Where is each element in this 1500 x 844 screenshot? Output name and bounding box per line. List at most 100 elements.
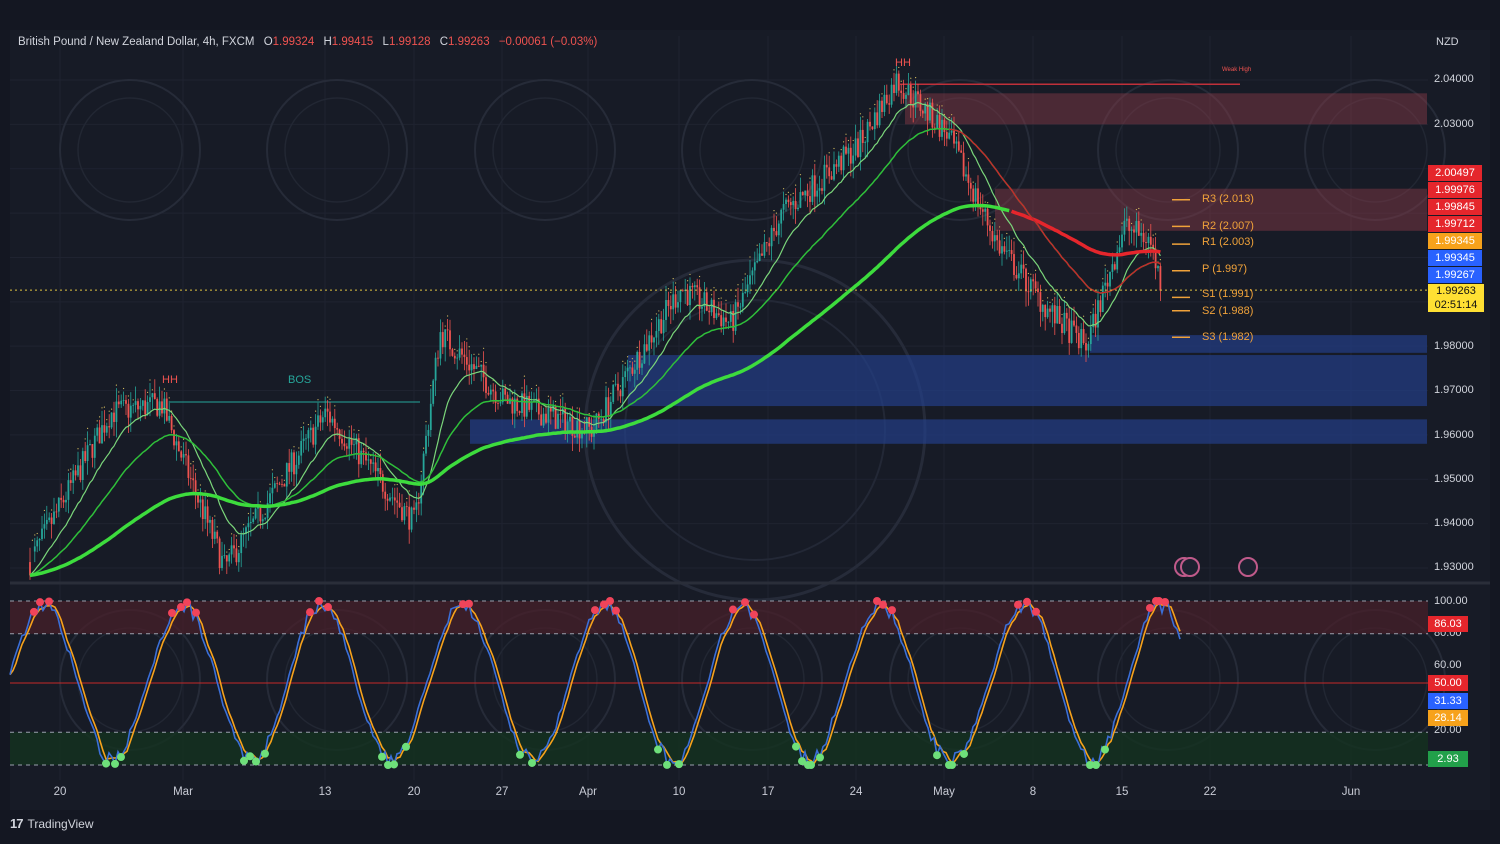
candle-body bbox=[427, 430, 430, 436]
candle-body bbox=[326, 408, 329, 412]
candle-body bbox=[1015, 274, 1018, 279]
candle-marker bbox=[1042, 300, 1044, 302]
candle-body bbox=[350, 438, 353, 445]
candle-marker bbox=[1047, 297, 1049, 299]
osc-peak-dot bbox=[177, 603, 185, 612]
symbol-legend[interactable]: British Pound / New Zealand Dollar, 4h, … bbox=[18, 36, 597, 48]
candle-body bbox=[653, 337, 655, 343]
candle-body bbox=[943, 119, 946, 133]
candle-marker bbox=[252, 512, 254, 514]
candle-body bbox=[561, 408, 564, 415]
candle-body bbox=[417, 502, 420, 504]
osc-peak-dot bbox=[1161, 597, 1169, 606]
candle-body bbox=[705, 292, 708, 311]
candle-marker bbox=[1083, 315, 1085, 317]
candle-body bbox=[559, 413, 562, 415]
candle-marker bbox=[658, 310, 660, 312]
candle-body bbox=[485, 377, 487, 393]
candle-marker bbox=[852, 139, 854, 142]
candle-marker bbox=[96, 420, 98, 422]
price-tag: 1.99345 bbox=[1428, 233, 1482, 249]
candle-body bbox=[1010, 250, 1013, 255]
weak-high-label: Weak High bbox=[1222, 67, 1252, 73]
candle-marker bbox=[106, 419, 108, 421]
candle-body bbox=[175, 441, 178, 446]
candle-body bbox=[595, 413, 598, 430]
candle-body bbox=[909, 84, 912, 104]
candle-marker bbox=[269, 483, 271, 485]
candle-body bbox=[1140, 232, 1143, 236]
candle-body bbox=[1097, 300, 1099, 328]
candle-body bbox=[309, 427, 312, 431]
candle-body bbox=[38, 539, 41, 541]
osc-peak-dot bbox=[1032, 607, 1040, 616]
candle-body bbox=[1053, 305, 1056, 324]
candle-marker bbox=[619, 385, 622, 387]
candle-body bbox=[353, 444, 355, 446]
osc-trough-dot bbox=[516, 750, 524, 759]
candle-body bbox=[1065, 312, 1068, 319]
candle-marker bbox=[689, 273, 691, 276]
candle-marker bbox=[523, 375, 526, 377]
currency-label: NZD bbox=[1436, 36, 1459, 48]
pivot-r3-label: R3 (2.013) bbox=[1202, 193, 1254, 205]
candle-marker bbox=[915, 77, 917, 79]
candle-marker bbox=[994, 218, 996, 220]
osc-peak-dot bbox=[1014, 600, 1022, 609]
candle-marker bbox=[293, 446, 295, 448]
candle-marker bbox=[173, 425, 175, 427]
demand-zone bbox=[470, 419, 1427, 444]
candle-body bbox=[444, 329, 447, 348]
candle-marker bbox=[468, 346, 470, 348]
candle-body bbox=[413, 507, 415, 510]
symbol-title[interactable]: British Pound / New Zealand Dollar, 4h, … bbox=[18, 36, 255, 48]
candle-body bbox=[458, 348, 461, 358]
candle-body bbox=[221, 555, 223, 569]
candle-body bbox=[237, 553, 240, 563]
pivot-lines bbox=[1172, 199, 1190, 339]
candle-marker bbox=[787, 191, 790, 193]
candle-body bbox=[305, 438, 307, 440]
candle-marker bbox=[425, 421, 427, 423]
candle-body bbox=[209, 519, 211, 523]
watermark-ring bbox=[889, 79, 1031, 221]
candle-body bbox=[1130, 229, 1133, 231]
candle-marker bbox=[271, 469, 273, 471]
candle-body bbox=[1025, 268, 1027, 292]
candle-body bbox=[780, 209, 783, 224]
candle-marker bbox=[711, 294, 713, 296]
candle-body bbox=[1037, 288, 1039, 293]
candle-marker bbox=[912, 86, 914, 88]
candle-body bbox=[974, 188, 977, 202]
candle-body bbox=[665, 300, 667, 321]
candle-body bbox=[295, 464, 298, 475]
stochastic-oscillator bbox=[9, 557, 1428, 769]
candle-body bbox=[1049, 308, 1051, 312]
tradingview-logo[interactable]: 17 TradingView bbox=[10, 816, 94, 831]
candle-marker bbox=[367, 447, 369, 450]
candle-marker bbox=[317, 399, 319, 401]
candle-body bbox=[403, 506, 406, 521]
candle-marker bbox=[713, 287, 715, 289]
candle-body bbox=[1154, 248, 1157, 269]
open-value: 1.99324 bbox=[272, 36, 315, 48]
osc-trough-dot bbox=[246, 752, 254, 761]
candle-body bbox=[609, 401, 612, 416]
candle-body bbox=[77, 465, 79, 476]
candle-body bbox=[420, 480, 423, 504]
candle-body bbox=[725, 317, 727, 322]
candle-body bbox=[929, 102, 931, 121]
candle-body bbox=[878, 100, 881, 126]
date-axis[interactable]: 20 Mar 13 20 27 Apr 10 17 24 May 8 15 22… bbox=[0, 786, 1430, 804]
pivot-s3-label: S3 (1.982) bbox=[1202, 331, 1254, 343]
osc-tick: 100.00 bbox=[1434, 595, 1468, 607]
candle-body bbox=[367, 459, 370, 461]
candle-body bbox=[36, 540, 39, 547]
candle-body bbox=[686, 289, 689, 306]
candle-body bbox=[753, 262, 756, 271]
candle-body bbox=[379, 468, 382, 475]
candle-body bbox=[1149, 236, 1152, 245]
price-tick: 1.98000 bbox=[1434, 340, 1474, 352]
candle-body bbox=[108, 426, 111, 428]
